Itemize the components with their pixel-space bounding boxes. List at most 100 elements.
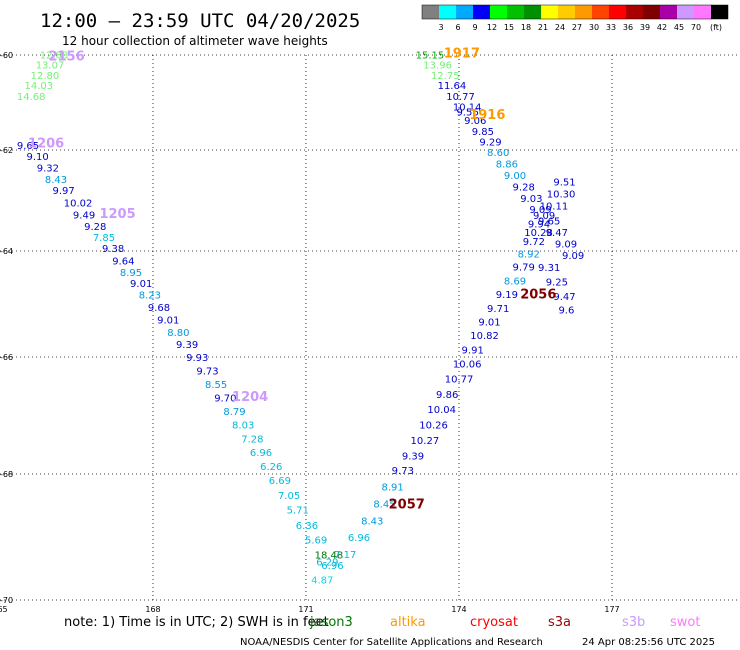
legend-swatch bbox=[711, 5, 728, 19]
wave-height-label: 8.91 bbox=[381, 482, 403, 493]
wave-height-label: 9.68 bbox=[148, 303, 170, 314]
pass-time-label: 1205 bbox=[99, 207, 135, 222]
legend-swatch bbox=[626, 5, 643, 19]
wave-height-label: 9.38 bbox=[102, 244, 124, 255]
satellite-legend: jason3 altika cryosat s3a s3b swot bbox=[309, 615, 700, 630]
legend-swatch bbox=[524, 5, 541, 19]
legend-frame bbox=[421, 4, 729, 20]
legend-label: 21 bbox=[538, 23, 548, 32]
wave-height-label: 10.27 bbox=[411, 436, 440, 447]
wave-height-label: 10.26 bbox=[419, 420, 448, 431]
wave-height-label: 10.77 bbox=[445, 375, 474, 386]
wave-height-label: 8.95 bbox=[120, 268, 142, 279]
data-points: 12.8813.0712.8014.0314.689.659.109.328.4… bbox=[17, 50, 584, 586]
wave-height-label: 9.49 bbox=[73, 211, 95, 222]
legend-label: 27 bbox=[572, 23, 582, 32]
wave-height-label: 6.96 bbox=[321, 561, 343, 572]
wave-height-label: 9.65 bbox=[17, 141, 39, 152]
wave-height-label: 10.02 bbox=[64, 199, 93, 210]
legend-swatch bbox=[575, 5, 592, 19]
wave-height-label: 12.80 bbox=[31, 71, 60, 82]
legend-label: 12 bbox=[487, 23, 497, 32]
legend-swatch bbox=[473, 5, 490, 19]
wave-height-label: 10.06 bbox=[453, 360, 482, 371]
wave-height-label: 9.94 bbox=[528, 219, 550, 230]
pass-time-label: 2156 bbox=[48, 50, 84, 65]
wave-height-label: 10.28 bbox=[524, 228, 553, 239]
x-tick-label: 171 bbox=[298, 605, 313, 614]
wave-height-label: 10.82 bbox=[470, 331, 499, 342]
wave-height-label: 4.87 bbox=[311, 576, 333, 587]
wave-height-label: 7.85 bbox=[93, 233, 115, 244]
wave-height-label: 9.79 bbox=[513, 263, 535, 274]
wave-height-label: 9.56 bbox=[456, 107, 478, 118]
wave-height-label: 18.48 bbox=[315, 550, 344, 561]
legend-label: 42 bbox=[657, 23, 667, 32]
legend-label: 3 bbox=[438, 23, 443, 32]
satellite-name: s3b bbox=[622, 615, 645, 630]
wave-height-label: 7.05 bbox=[278, 491, 300, 502]
wave-height-label: 9.03 bbox=[520, 194, 542, 205]
wave-height-label: 9.70 bbox=[214, 393, 236, 404]
wave-height-label: 9.01 bbox=[130, 279, 152, 290]
y-tick-label: -70 bbox=[0, 596, 13, 605]
wave-height-label: 15.15 bbox=[416, 50, 445, 61]
wave-height-label: 11.64 bbox=[438, 81, 467, 92]
satellite-name: cryosat bbox=[470, 615, 518, 630]
wave-height-label: 8.60 bbox=[487, 148, 509, 159]
legend-swatch bbox=[422, 5, 439, 19]
x-tick-label: 168 bbox=[145, 605, 160, 614]
wave-height-label: 8.69 bbox=[504, 276, 526, 287]
wave-height-label: 9.01 bbox=[478, 318, 500, 329]
wave-height-label: 9.73 bbox=[392, 466, 414, 477]
wave-height-label: 9.31 bbox=[538, 263, 560, 274]
wave-height-label: 10.11 bbox=[540, 202, 569, 213]
wave-height-label: 9.28 bbox=[513, 182, 535, 193]
chart-subtitle: 12 hour collection of altimeter wave hei… bbox=[62, 34, 328, 48]
wave-height-label: 5.71 bbox=[287, 506, 309, 517]
wave-height-label: 9.09 bbox=[529, 205, 551, 216]
legend-swatch bbox=[490, 5, 507, 19]
wave-height-label: 9.97 bbox=[53, 186, 75, 197]
wave-height-label: 9.01 bbox=[157, 316, 179, 327]
wave-height-label: 9.09 bbox=[555, 239, 577, 250]
legend-swatch bbox=[694, 5, 711, 19]
y-tick-label: -68 bbox=[0, 470, 13, 479]
wave-height-label: 7.17 bbox=[334, 550, 356, 561]
satellite-name: altika bbox=[390, 615, 426, 630]
legend-swatch bbox=[660, 5, 677, 19]
wave-height-label: 9.25 bbox=[546, 277, 568, 288]
satellite-name: s3a bbox=[548, 615, 571, 630]
legend-label: 24 bbox=[555, 23, 565, 32]
wave-height-label: 9.29 bbox=[479, 137, 501, 148]
wave-height-label: 9.93 bbox=[186, 353, 208, 364]
wave-height-label: 8.45 bbox=[373, 499, 395, 510]
wave-height-label: 8.86 bbox=[496, 160, 518, 171]
legend-unit: (ft) bbox=[710, 23, 722, 32]
wave-height-label: 9.39 bbox=[402, 451, 424, 462]
axis-ticks: -60 -62 -64 -66 -68 -70165 168 171 174 177 bbox=[0, 51, 620, 614]
pass-time-label: 1204 bbox=[232, 390, 268, 405]
legend-swatch bbox=[456, 5, 473, 19]
footer-credit: NOAA/NESDIS Center for Satellite Applica… bbox=[240, 637, 543, 648]
legend-label: 6 bbox=[455, 23, 460, 32]
wave-height-label: 9.09 bbox=[562, 251, 584, 262]
wave-height-label: 6.69 bbox=[269, 476, 291, 487]
wave-height-label: 9.91 bbox=[462, 345, 484, 356]
legend-label: 70 bbox=[691, 23, 701, 32]
wave-height-label: 14.68 bbox=[17, 92, 46, 103]
wave-height-label: 9.10 bbox=[27, 152, 49, 163]
satellite-name: swot bbox=[670, 615, 700, 630]
wave-height-label: 8.03 bbox=[232, 420, 254, 431]
wave-height-label: 6.96 bbox=[348, 533, 370, 544]
wave-height-label: 6.26 bbox=[260, 462, 282, 473]
wave-height-label: 8.80 bbox=[167, 328, 189, 339]
wave-height-label: 5.69 bbox=[305, 535, 327, 546]
legend-swatch bbox=[609, 5, 626, 19]
legend-label: 9 bbox=[472, 23, 477, 32]
wave-height-label: 6.96 bbox=[250, 448, 272, 459]
wave-height-label: 14.03 bbox=[24, 81, 53, 92]
wave-height-label: 9.71 bbox=[487, 304, 509, 315]
pass-time-label: 1916 bbox=[469, 108, 505, 123]
